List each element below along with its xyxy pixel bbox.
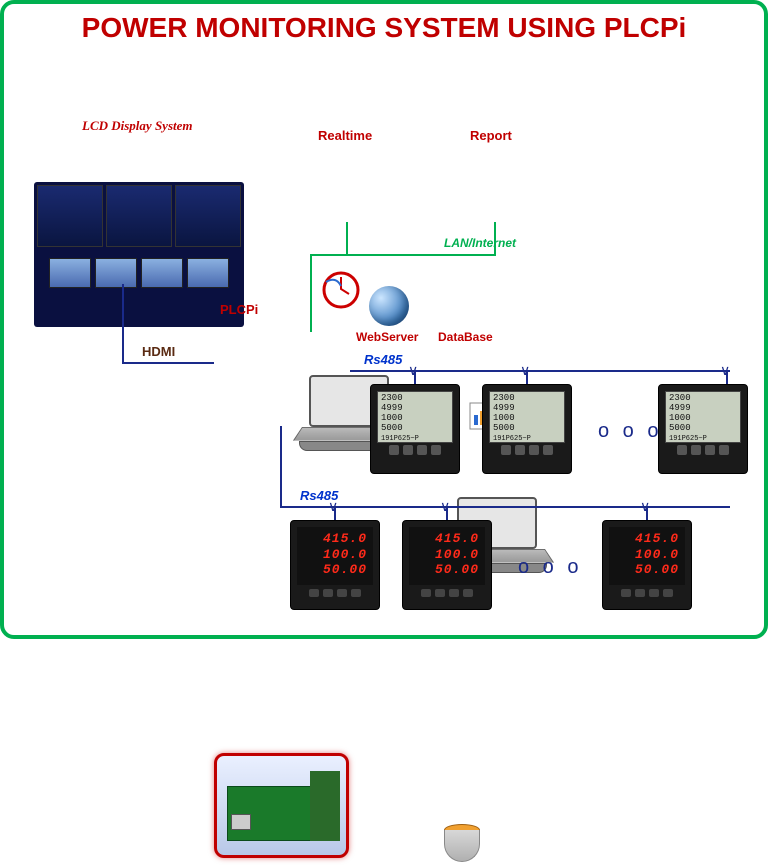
power-meter-lcd: 2300499910005000191P625~P <box>370 384 460 474</box>
webserver-label: WebServer <box>356 330 418 344</box>
database-icon <box>444 824 480 866</box>
plcpi-label: PLCPi <box>220 302 258 317</box>
diagram-frame: POWER MONITORING SYSTEM USING PLCPi LCD … <box>0 0 768 639</box>
lan-line <box>346 222 348 254</box>
power-meter-lcd: 2300499910005000191P625~P <box>482 384 572 474</box>
ellipsis: o o o <box>598 420 662 443</box>
lan-label: LAN/Internet <box>444 236 516 250</box>
globe-icon <box>369 286 409 326</box>
bus-line <box>280 506 730 508</box>
bus-line <box>350 370 730 372</box>
lcd-display-system <box>34 182 244 327</box>
database-label: DataBase <box>438 330 493 344</box>
hdmi-label: HDMI <box>142 344 175 359</box>
rs485-label-a: Rs485 <box>364 352 402 367</box>
report-label: Report <box>470 128 512 143</box>
page-title: POWER MONITORING SYSTEM USING PLCPi <box>4 4 764 48</box>
lan-line <box>310 254 312 332</box>
clock-icon <box>320 269 362 311</box>
hdmi-line <box>122 284 124 364</box>
power-meter-led: 415.0100.050.00 <box>602 520 692 610</box>
ellipsis: o o o <box>518 556 582 579</box>
power-meter-led: 415.0100.050.00 <box>290 520 380 610</box>
power-meter-lcd: 2300499910005000191P625~P <box>658 384 748 474</box>
power-meter-led: 415.0100.050.00 <box>402 520 492 610</box>
plcpi-device <box>214 753 349 858</box>
lan-line <box>310 254 496 256</box>
hdmi-line <box>122 362 214 364</box>
realtime-label: Realtime <box>318 128 372 143</box>
lcd-label: LCD Display System <box>82 118 193 134</box>
bus-line <box>280 426 282 506</box>
